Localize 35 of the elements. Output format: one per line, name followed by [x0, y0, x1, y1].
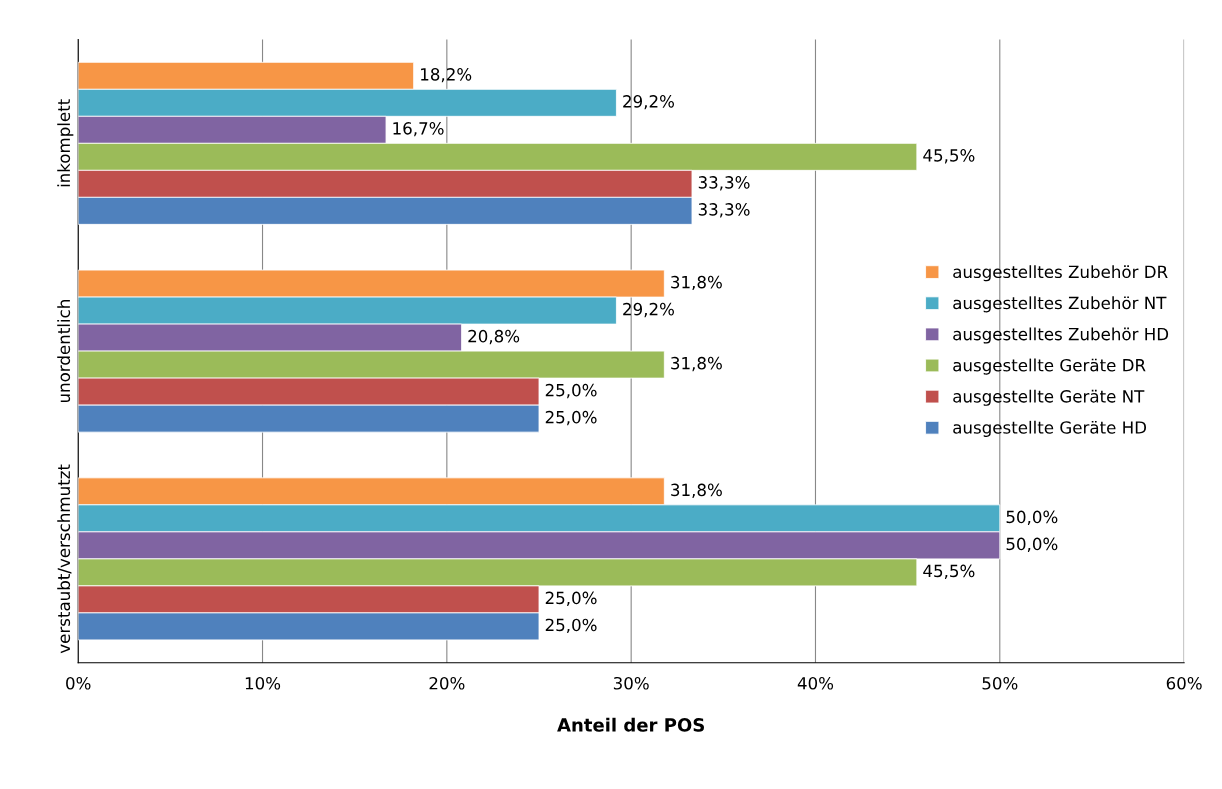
data-label: 20,8%	[468, 329, 520, 345]
x-tick-label: 30%	[613, 676, 649, 690]
data-label: 45,5%	[923, 149, 975, 164]
x-tick-label: 60%	[1166, 676, 1202, 690]
data-label: 33,3%	[698, 203, 750, 218]
x-tick-label: 0%	[66, 676, 91, 690]
data-label: 50,0%	[1006, 510, 1058, 525]
legend-label: ausgestellte Geräte HD	[953, 420, 1147, 437]
data-label: 31,8%	[671, 483, 722, 498]
legend-label: ausgestelltes Zubehör NT	[953, 296, 1167, 313]
legend-label: ausgestellte Geräte NT	[953, 389, 1145, 406]
legend-label: ausgestelltes Zubehör HD	[953, 327, 1169, 344]
x-tick-label: 10%	[245, 676, 281, 690]
data-label: 25,0%	[545, 383, 597, 399]
data-label: 33,3%	[698, 176, 750, 191]
data-label: 29,2%	[623, 302, 674, 318]
data-label: 25,0%	[545, 410, 597, 426]
data-label: 25,0%	[545, 618, 597, 633]
data-label: 18,2%	[421, 68, 472, 83]
data-label: 50,0%	[1006, 537, 1058, 552]
data-label: 31,8%	[671, 275, 722, 291]
y-tick-label: verstaubt/verschmutzt	[57, 464, 72, 654]
x-tick-label: 20%	[429, 676, 465, 690]
data-label: 29,2%	[623, 95, 674, 110]
legend-label: ausgestelltes Zubehör DR	[953, 265, 1168, 282]
x-axis-title: Anteil der POS	[557, 717, 704, 732]
data-label: 31,8%	[671, 356, 722, 372]
y-tick-label: inkomplett	[57, 99, 74, 187]
data-label: 16,7%	[393, 122, 444, 137]
x-tick-label: 40%	[797, 676, 834, 690]
x-tick-label: 50%	[982, 676, 1018, 690]
data-label: 45,5%	[923, 564, 975, 579]
legend-label: ausgestellte Geräte DR	[953, 358, 1146, 375]
y-tick-label: unordentlich	[57, 300, 71, 403]
data-label: 25,0%	[545, 591, 597, 606]
